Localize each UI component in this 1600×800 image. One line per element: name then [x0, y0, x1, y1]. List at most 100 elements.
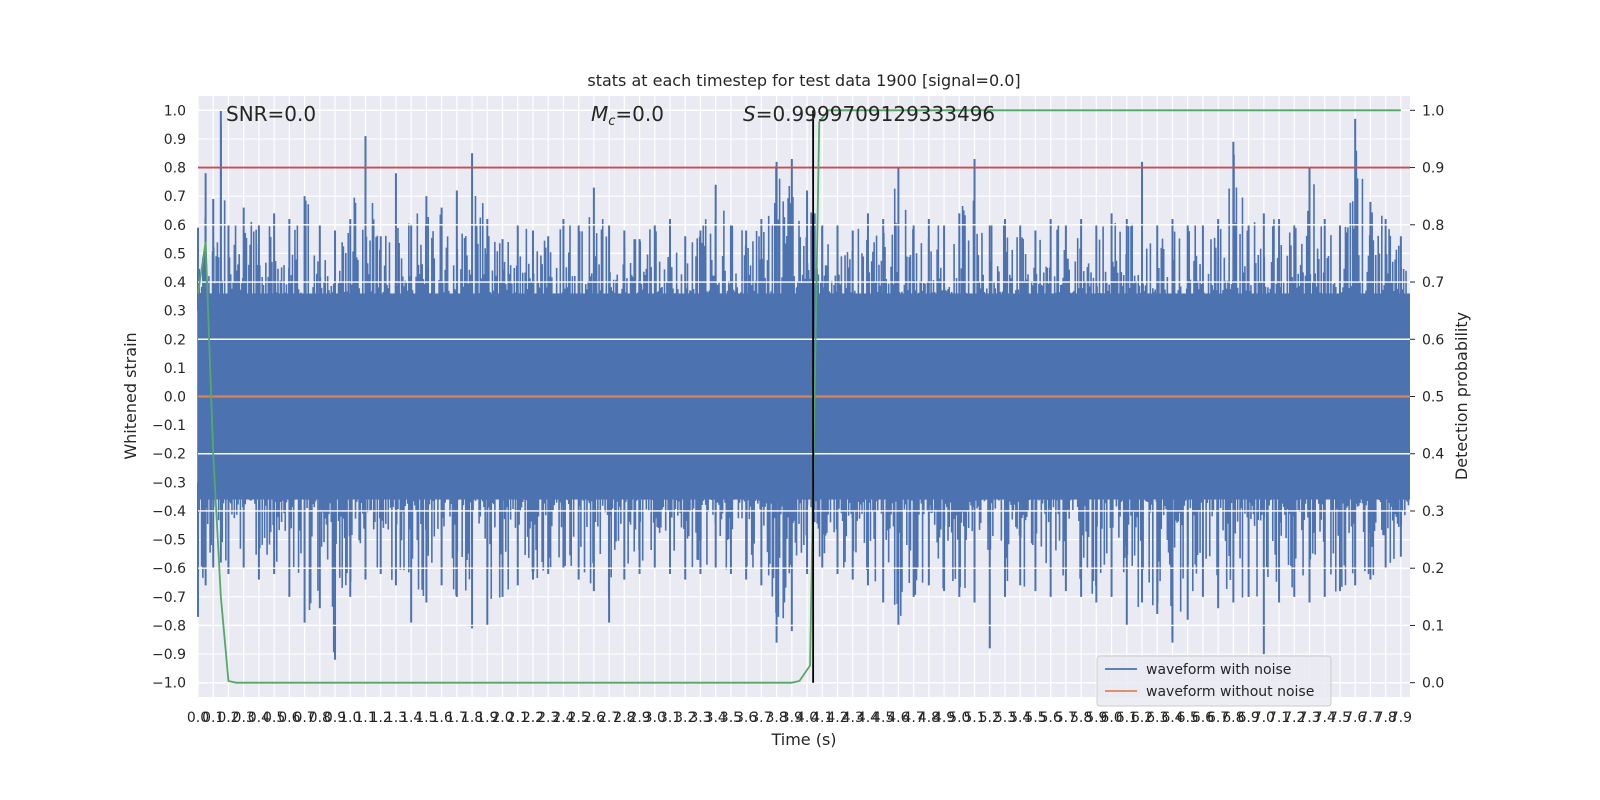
x-tick-label: 6.3	[1146, 710, 1168, 726]
y-tick-label: 0.5	[164, 246, 186, 262]
x-tick-label: 2.0	[491, 710, 513, 726]
legend-box	[1096, 655, 1332, 707]
y-tick-label: 0.2	[164, 332, 186, 348]
x-tick-labels: 0.00.10.20.30.40.50.60.70.80.91.01.11.21…	[187, 710, 1412, 726]
x-tick-label: 5.6	[1040, 710, 1062, 726]
legend: waveform with noise waveform without noi…	[1096, 655, 1332, 707]
y-tick-label: −0.4	[152, 504, 186, 520]
x-tick-label: 6.0	[1100, 710, 1122, 726]
x-tick-label: 4.1	[811, 710, 833, 726]
x-tick-label: 1.6	[430, 710, 452, 726]
x-tick-label: 7.6	[1344, 710, 1366, 726]
x-tick-label: 3.0	[644, 710, 666, 726]
x-tick-label: 0.2	[217, 710, 239, 726]
x-tick-label: 1.2	[370, 710, 392, 726]
x-tick-label: 7.7	[1359, 710, 1381, 726]
x-tick-label: 2.5	[568, 710, 590, 726]
x-tick-label: 5.7	[1055, 710, 1077, 726]
x-tick-label: 3.1	[659, 710, 681, 726]
x-tick-label: 6.8	[1222, 710, 1244, 726]
y-tick-label: 0.6	[164, 218, 186, 234]
y-tick-labels: 1.0 0.9 0.8 0.7 0.6 0.5 0.4 0.3 0.2 0.1 0.0 −0.1 −0.…	[152, 103, 186, 691]
y-tick-label: 1.0	[164, 103, 186, 119]
x-tick-label: 5.3	[994, 710, 1016, 726]
x-tick-label: 1.7	[446, 710, 468, 726]
mc-subscript: c	[608, 114, 615, 129]
y-tick-label: −0.6	[152, 561, 186, 577]
y-tick-label: −0.5	[152, 533, 186, 549]
y2-tick-label: 0.1	[1422, 618, 1444, 634]
legend-entry-noise: waveform with noise	[1146, 662, 1291, 678]
x-tick-label: 0.4	[248, 710, 270, 726]
x-tick-label: 0.6	[278, 710, 300, 726]
x-tick-label: 1.3	[385, 710, 407, 726]
x-tick-label: 4.7	[902, 710, 924, 726]
y-tick-label: 0.3	[164, 304, 186, 320]
y-tick-label: −0.2	[152, 447, 186, 463]
x-tick-label: 3.6	[735, 710, 757, 726]
x-tick-label: 2.6	[583, 710, 605, 726]
y-tick-label: −0.9	[152, 647, 186, 663]
y-tick-label: 0.0	[164, 390, 186, 406]
x-tick-label: 0.8	[309, 710, 331, 726]
y2-tick-label: 0.6	[1422, 332, 1444, 348]
y-tick-label: −0.3	[152, 475, 186, 491]
x-tick-label: 3.3	[689, 710, 711, 726]
x-tick-label: 1.5	[415, 710, 437, 726]
x-tick-label: 7.5	[1329, 710, 1351, 726]
x-tick-label: 0.1	[202, 710, 224, 726]
x-tick-label: 3.2	[674, 710, 696, 726]
x-axis-label: Time (s)	[770, 730, 836, 749]
x-tick-label: 2.1	[507, 710, 529, 726]
y2-tick-label: 0.5	[1422, 390, 1444, 406]
y2-tick-labels: 1.0 0.9 0.8 0.7 0.6 0.5 0.4 0.3 0.2 0.1 0.0	[1410, 103, 1444, 692]
y-tick-label: −0.7	[152, 590, 186, 606]
x-tick-label: 2.3	[537, 710, 559, 726]
x-tick-label: 3.9	[781, 710, 803, 726]
x-tick-label: 1.1	[354, 710, 376, 726]
x-tick-label: 1.9	[476, 710, 498, 726]
x-tick-label: 1.8	[461, 710, 483, 726]
x-tick-label: 4.8	[918, 710, 940, 726]
x-tick-label: 4.6	[887, 710, 909, 726]
legend-entry-clean: waveform without noise	[1146, 684, 1314, 700]
y2-tick-label: 0.8	[1422, 218, 1444, 234]
x-tick-label: 2.2	[522, 710, 544, 726]
y2-axis-label: Detection probability	[1452, 312, 1471, 480]
y-tick-label: 0.7	[164, 189, 186, 205]
x-tick-label: 2.4	[552, 710, 574, 726]
y2-tick-label: 0.2	[1422, 561, 1444, 577]
chart-title: stats at each timestep for test data 190…	[587, 71, 1020, 90]
x-tick-label: 7.3	[1298, 710, 1320, 726]
x-tick-label: 4.9	[933, 710, 955, 726]
x-tick-label: 5.2	[979, 710, 1001, 726]
x-tick-label: 6.2	[1131, 710, 1153, 726]
line-series	[197, 109, 1410, 684]
x-tick-label: 4.0	[796, 710, 818, 726]
x-tick-label: 1.4	[400, 710, 422, 726]
y-tick-label: −0.1	[152, 418, 186, 434]
noise-trace	[197, 125, 1410, 653]
x-tick-label: 0.9	[324, 710, 346, 726]
x-tick-label: 0.7	[293, 710, 315, 726]
y2-tick-label: 0.3	[1422, 504, 1444, 520]
s-annotation: S=0.9999709129333496	[743, 102, 995, 126]
x-tick-label: 3.7	[750, 710, 772, 726]
x-tick-label: 5.4	[1009, 710, 1031, 726]
mc-symbol: M	[591, 102, 608, 126]
s-symbol: S	[743, 102, 756, 126]
x-tick-label: 7.2	[1283, 710, 1305, 726]
x-tick-label: 2.9	[628, 710, 650, 726]
x-tick-label: 7.1	[1268, 710, 1290, 726]
x-tick-label: 0.0	[187, 710, 209, 726]
x-tick-label: 6.1	[1116, 710, 1138, 726]
y-tick-label: −1.0	[152, 676, 186, 692]
x-tick-label: 4.3	[842, 710, 864, 726]
y2-tick-label: 0.0	[1422, 676, 1444, 692]
x-tick-label: 0.3	[233, 710, 255, 726]
y2-tick-label: 0.7	[1422, 275, 1444, 291]
x-tick-label: 1.0	[339, 710, 361, 726]
x-tick-label: 3.4	[705, 710, 727, 726]
x-tick-label: 5.0	[948, 710, 970, 726]
